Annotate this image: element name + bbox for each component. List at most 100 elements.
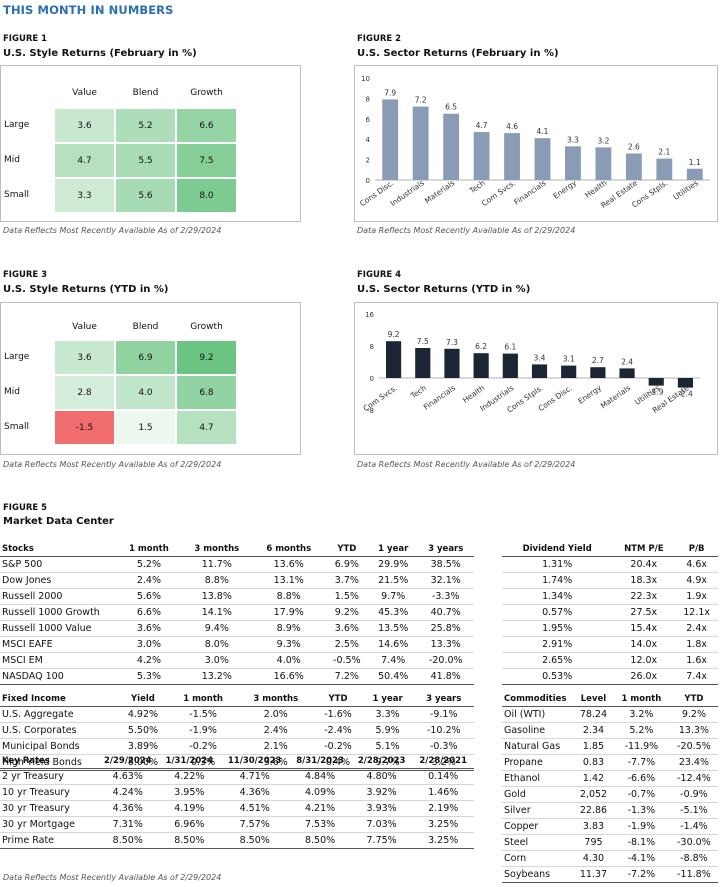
commodities-cell: 2,052	[574, 786, 613, 803]
stocks-cell: 9.4%	[180, 620, 253, 637]
data-label: 2.1	[658, 148, 670, 157]
figure3-cell-value: 6.8	[199, 387, 214, 398]
figure1-title: U.S. Style Returns (February in %)	[3, 48, 197, 59]
data-label: 2.7	[592, 356, 604, 365]
stocks-header-cell: 6 months	[252, 542, 325, 557]
fixed_income-cell: -0.3%	[413, 738, 474, 755]
commodities-row: Steel 795 -8.1% -30.0%	[502, 834, 718, 851]
bar	[412, 106, 429, 180]
stocks-cell: 2.4%	[117, 572, 181, 589]
key_rates-cell: 3.95%	[158, 784, 221, 801]
commodities-row: Silver 22.86 -1.3% -5.1%	[502, 802, 718, 819]
commodities-row: Soybeans 11.37 -7.2% -11.8%	[502, 866, 718, 883]
stocks-cell: 3.7%	[324, 572, 369, 589]
figure3-col-header: Value	[72, 322, 97, 332]
key_rates-cell: 7.53%	[289, 816, 351, 833]
figure1-cell: 3.3	[54, 178, 115, 213]
stocks-cell: Russell 2000	[0, 588, 117, 605]
commodities-cell: 0.83	[574, 754, 613, 771]
key_rates-header-cell: 11/30/2023	[220, 754, 290, 769]
stocks-cell: 25.8%	[417, 620, 474, 637]
key_rates-cell: 4.51%	[220, 800, 290, 817]
bar	[619, 368, 635, 378]
key_rates-cell: 7.57%	[220, 816, 290, 833]
commodities-row: Ethanol 1.42 -6.6% -12.4%	[502, 770, 718, 787]
bar	[531, 364, 548, 378]
commodities-cell: -1.4%	[669, 818, 718, 835]
figure3-col-header: Growth	[190, 322, 223, 332]
stocks-row: Russell 1000 Value 3.6% 9.4% 8.9% 3.6% 13.5% 2…	[0, 620, 474, 637]
commodities-row: Copper 3.83 -1.9% -1.4%	[502, 818, 718, 835]
figure5-label: FIGURE 5	[3, 503, 48, 513]
stocks-header-cell: 3 months	[180, 542, 253, 557]
figure1-col-header: Growth	[190, 88, 223, 98]
key_rates-cell: 4.36%	[97, 800, 159, 817]
dividends-cell: 1.34%	[502, 588, 613, 605]
key_rates-cell: 8.50%	[220, 832, 290, 849]
dividends-row: 1.31% 20.4x 4.6x	[502, 556, 718, 573]
figure2-frame: 0 2 4 6 8 10 7.9 Cons Disc. 7.2 Industrials 6.5 Mat…	[354, 65, 718, 222]
commodities-header-cell: YTD	[669, 692, 718, 707]
category-label: Tech	[467, 178, 487, 196]
dividends-header-row: Dividend Yield NTM P/E P/B	[502, 542, 718, 557]
bar	[504, 133, 520, 180]
stocks-cell: 3.6%	[324, 620, 369, 637]
fixed_income-header-cell: 1 month	[168, 692, 238, 707]
data-label: 3.1	[563, 355, 575, 364]
dividends-header-cell: Dividend Yield	[502, 542, 613, 557]
figure2-title: U.S. Sector Returns (February in %)	[357, 48, 559, 59]
key_rates-header-cell: 1/31/2024	[158, 754, 221, 769]
y-tick-label: 8	[366, 95, 370, 103]
dividends-cell: 1.6x	[675, 652, 718, 669]
commodities-cell: 4.30	[574, 850, 613, 867]
figure4-chart: -8 0 8 16 9.2 Com Svcs. 7.5 Tech 7.3 Financials 6.…	[362, 311, 700, 415]
commodities-cell: 1.85	[574, 738, 613, 755]
figure3-label: FIGURE 3	[3, 270, 48, 280]
commodities-cell: 13.3%	[669, 722, 718, 739]
dividends-cell: 27.5x	[612, 604, 676, 621]
key_rates-header-cell: 2/28/2023	[350, 754, 413, 769]
figure4-note: Data Reflects Most Recently Available As…	[357, 460, 576, 469]
dividends-cell: 18.3x	[612, 572, 676, 589]
stocks-cell: S&P 500	[0, 556, 117, 573]
data-label: -2.4	[678, 390, 693, 399]
bar	[625, 153, 642, 180]
stocks-cell: 2.5%	[324, 636, 369, 653]
dividends-row: 0.57% 27.5x 12.1x	[502, 604, 718, 621]
stocks-cell: 3.0%	[180, 652, 253, 669]
figure3-row-label: Large	[4, 351, 30, 362]
bar	[656, 158, 673, 180]
bar	[590, 367, 606, 378]
figure3-cell: 1.5	[115, 410, 176, 445]
data-label: 7.9	[384, 88, 396, 97]
key_rates-cell: 7.03%	[350, 816, 413, 833]
commodities-table: Commodities Level 1 month YTD Oil (WTI) 78.24…	[502, 692, 718, 883]
category-label: Health	[583, 178, 609, 200]
fixed_income-cell: -9.1%	[413, 706, 474, 723]
commodities-cell: 795	[574, 834, 613, 851]
category-label: Materials	[423, 178, 456, 205]
stocks-cell: 6.9%	[324, 556, 369, 573]
figure1-cell: 3.6	[54, 108, 115, 143]
data-label: 7.2	[415, 96, 427, 105]
stocks-header-cell: 1 month	[117, 542, 181, 557]
dividends-cell: 1.9x	[675, 588, 718, 605]
bar	[595, 147, 612, 180]
bar	[677, 378, 693, 388]
figure4-title: U.S. Sector Returns (YTD in %)	[357, 284, 531, 295]
data-label: 4.1	[537, 127, 549, 136]
category-label: Com Svcs.	[480, 178, 517, 208]
dividends-row: 2.65% 12.0x 1.6x	[502, 652, 718, 669]
figure1-cell-value: 5.2	[138, 120, 153, 131]
fixed-income-table: Fixed Income Yield 1 month 3 months YTD 1 yea…	[0, 692, 474, 771]
commodities-header-cell: Commodities	[502, 692, 574, 707]
stocks-table: Stocks 1 month 3 months 6 months YTD 1 year 3 …	[0, 542, 474, 685]
stocks-cell: 16.6%	[252, 668, 325, 685]
key_rates-cell: 4.21%	[289, 800, 351, 817]
stocks-header-cell: 3 years	[417, 542, 474, 557]
fixed_income-cell: -1.6%	[314, 706, 362, 723]
dividends-cell: 2.4x	[675, 620, 718, 637]
bar	[534, 138, 551, 180]
commodities-cell: Corn	[502, 850, 574, 867]
